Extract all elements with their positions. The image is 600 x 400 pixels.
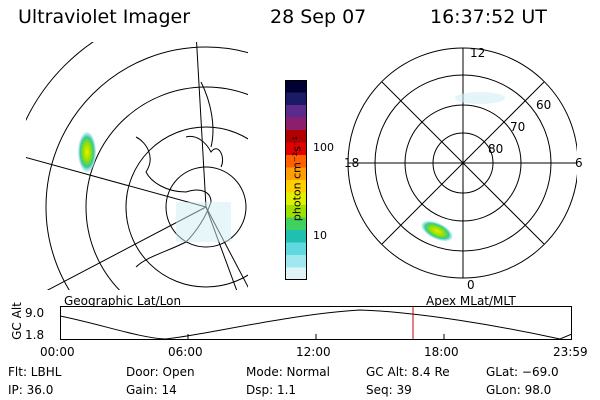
gain-info: Gain: 14 — [126, 383, 177, 397]
observation-date: 28 Sep 07 — [270, 6, 367, 28]
altitude-ytick-9: 9.0 — [25, 306, 45, 320]
mlt-label-18: 18 — [344, 156, 360, 170]
colorbar-cell — [285, 180, 307, 193]
colorbar-label: photon cm⁻²s⁻¹ — [290, 135, 304, 222]
colorbar-tick-10: 10 — [313, 229, 327, 242]
colorbar-cell — [285, 117, 307, 131]
altitude-xtick-2359: 23:59 — [553, 345, 588, 359]
colorbar-cell — [285, 217, 307, 231]
colorbar-cell — [285, 167, 307, 181]
mlat-label-70: 70 — [510, 120, 526, 134]
colorbar-cell — [285, 155, 307, 168]
colorbar-cell — [285, 142, 307, 156]
colorbar-cell — [285, 105, 307, 118]
observation-time: 16:37:52 UT — [430, 6, 547, 28]
geo-panel-label: Geographic Lat/Lon — [64, 294, 182, 308]
colorbar-cell — [285, 230, 307, 243]
geographic-map-panel — [26, 42, 248, 290]
mlat-label-80: 80 — [488, 142, 504, 156]
altitude-xtick-0000: 00:00 — [40, 345, 75, 359]
dsp-info: Dsp: 1.1 — [246, 383, 297, 397]
door-info: Door: Open — [126, 365, 195, 379]
altitude-xtick-0600: 06:00 — [168, 345, 203, 359]
mlt-label-0: 0 — [467, 278, 475, 292]
page-title: Ultraviolet Imager — [18, 6, 191, 28]
glat-info: GLat: −69.0 — [486, 365, 559, 379]
mlt-label-6: 6 — [575, 156, 583, 170]
mlat-label-60: 60 — [536, 98, 552, 112]
aurora-emission-geo — [78, 132, 96, 172]
apex-polar-panel — [347, 47, 577, 279]
ip-info: IP: 36.0 — [8, 383, 54, 397]
seq-info: Seq: 39 — [366, 383, 412, 397]
altitude-ytick-1-8: 1.8 — [25, 328, 45, 342]
colorbar-cell — [285, 80, 307, 93]
altitude-xtick-1800: 18:00 — [424, 345, 459, 359]
colorbar-cell — [285, 267, 307, 280]
altitude-orbit-plot — [60, 306, 572, 340]
colorbar-cell — [285, 255, 307, 268]
colorbar-cell — [285, 130, 307, 143]
glon-info: GLon: 98.0 — [486, 383, 552, 397]
mlt-label-12: 12 — [470, 46, 486, 60]
altitude-ylabel: GC Alt — [9, 302, 24, 340]
colorbar-cell — [285, 205, 307, 218]
apex-panel-label: Apex MLat/MLT — [426, 294, 516, 308]
altitude-xtick-1200: 12:00 — [296, 345, 331, 359]
colorbar-tick-100: 100 — [313, 141, 334, 154]
colorbar-cell — [285, 192, 307, 206]
gc-alt-info: GC Alt: 8.4 Re — [366, 365, 450, 379]
colorbar-cell — [285, 92, 307, 106]
colorbar — [285, 80, 307, 280]
colorbar-cell — [285, 242, 307, 256]
aurora-emission-apex — [421, 220, 453, 242]
filter-info: Flt: LBHL — [8, 365, 62, 379]
mode-info: Mode: Normal — [246, 365, 330, 379]
